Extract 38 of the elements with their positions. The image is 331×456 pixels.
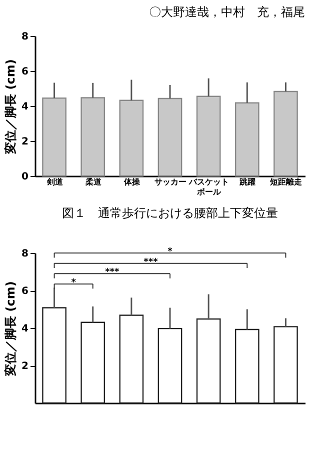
y-tick-label: 2 bbox=[22, 136, 29, 148]
bar bbox=[42, 98, 66, 177]
x-tick-label: 柔道 bbox=[84, 178, 102, 186]
bar bbox=[119, 100, 144, 177]
bar bbox=[196, 96, 221, 177]
y-tick-label: 2 bbox=[22, 361, 29, 372]
y-tick-label: 4 bbox=[22, 324, 29, 334]
bar bbox=[274, 90, 298, 177]
y-tick-label: 4 bbox=[22, 102, 29, 112]
x-tick-label: 体操 bbox=[122, 178, 141, 186]
y-axis-title: 変位／脚長 (cm) bbox=[4, 59, 18, 155]
x-tick-label: 短距離走 bbox=[269, 178, 302, 186]
bar bbox=[234, 328, 260, 404]
caption: 図１ 通常歩行における腰部上下変位量 bbox=[62, 206, 278, 220]
bar bbox=[274, 326, 298, 404]
x-tick-label: バスケットボール bbox=[188, 178, 230, 196]
annotation: *** bbox=[105, 268, 120, 278]
y-tick-label: 6 bbox=[22, 66, 29, 78]
y-tick-label: 8 bbox=[22, 248, 29, 260]
bar bbox=[42, 307, 66, 404]
y-tick-label: 8 bbox=[22, 32, 29, 42]
x-tick-label: 剣道 bbox=[46, 178, 64, 186]
annotation: * bbox=[71, 278, 76, 288]
annotation: *** bbox=[144, 257, 158, 268]
y-axis-title: 変位／脚長 (cm) bbox=[4, 281, 18, 377]
bar bbox=[196, 318, 221, 404]
x-tick-label: サッカー bbox=[154, 178, 186, 186]
bar bbox=[234, 102, 260, 177]
bar bbox=[119, 314, 144, 404]
chart-title: 〇大野達哉，中村 充，福尾 bbox=[149, 5, 305, 19]
bar bbox=[80, 97, 106, 177]
y-tick-label: 0 bbox=[22, 172, 29, 182]
x-tick-label: 跳躍 bbox=[238, 178, 256, 186]
annotation: * bbox=[168, 247, 173, 257]
bar bbox=[80, 322, 106, 404]
bar bbox=[158, 98, 182, 177]
y-tick-label: 6 bbox=[22, 286, 29, 297]
bar bbox=[158, 328, 182, 404]
